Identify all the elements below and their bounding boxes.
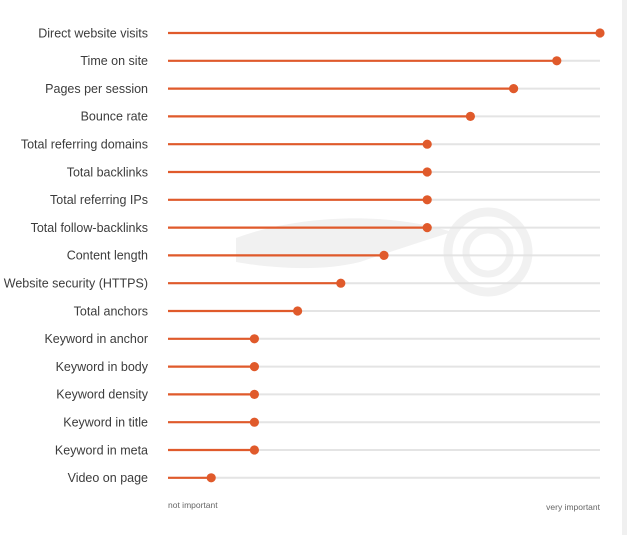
category-label: Keyword density [56,388,148,402]
watermark-flame [236,218,452,269]
category-label: Website security (HTTPS) [4,277,148,291]
watermark-ring [443,207,533,297]
category-label: Total backlinks [67,165,148,179]
lollipop-dot [422,167,432,177]
category-label: Total follow-backlinks [31,221,148,235]
category-label: Time on site [80,54,148,68]
category-label: Total anchors [74,304,148,318]
lollipop-dot [249,334,259,344]
lollipop-dot [422,195,432,205]
lollipop-dot [293,306,303,316]
category-label: Bounce rate [81,110,148,124]
lollipop-dot [379,250,389,260]
lollipop-dot [552,56,562,66]
watermark-inner-ring [462,226,514,278]
lollipop-dot [249,389,259,399]
category-label: Total referring IPs [50,193,148,207]
category-label: Content length [67,249,148,263]
category-label: Direct website visits [38,26,148,40]
lollipop-dot [422,139,432,149]
lollipop-dot [508,84,519,94]
category-label: Keyword in title [63,416,148,430]
lollipop-dot [595,28,605,38]
lollipop-dot [422,223,432,233]
category-label: Video on page [68,471,148,485]
axis-max-label: very important [546,502,600,512]
category-label: Total referring domains [21,138,148,152]
lollipop-dot [206,473,216,483]
category-label: Pages per session [45,82,148,96]
category-label: Keyword in meta [55,443,148,457]
lollipop-dot [249,445,259,455]
axis-min-label: not important [168,500,218,510]
lollipop-dot [336,278,346,288]
category-label: Keyword in anchor [44,332,148,346]
lollipop-dot [465,111,475,121]
lollipop-dot [249,362,259,372]
category-label: Keyword in body [56,360,149,374]
right-edge-strip [622,0,627,535]
lollipop-dot [249,417,259,427]
